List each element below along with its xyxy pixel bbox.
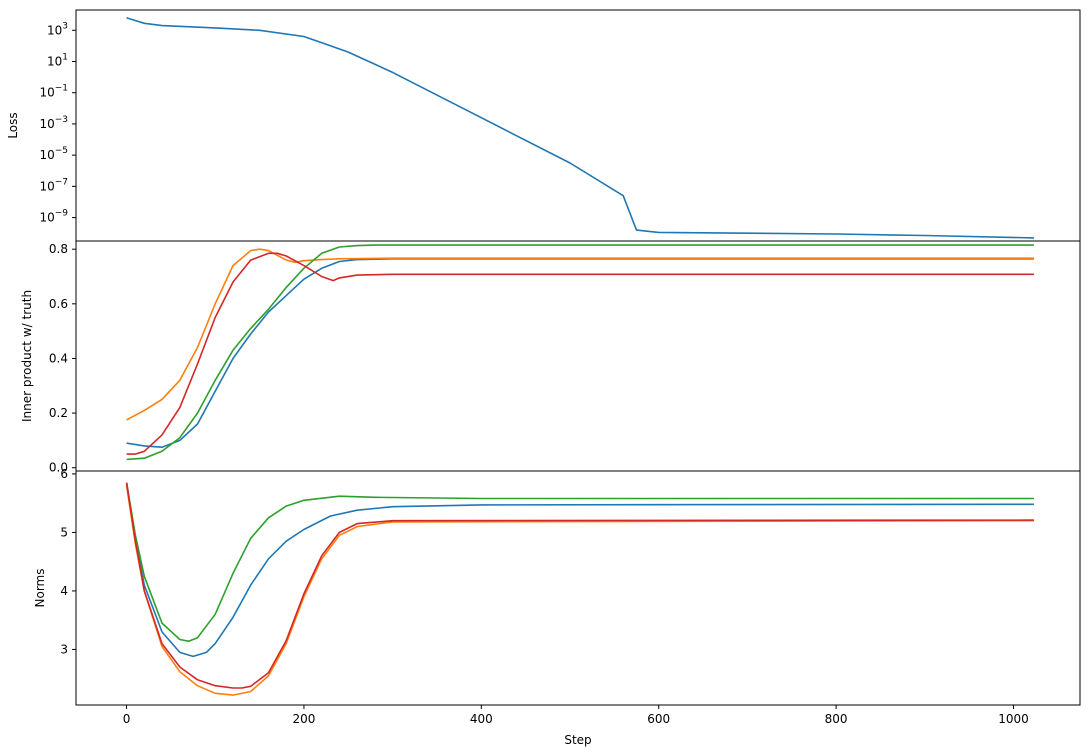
loss-axes-frame	[75, 9, 1081, 242]
x-axis-label: Step	[564, 733, 591, 747]
norms-yticks: 3 4 5 6	[60, 467, 76, 656]
loss-ytick-label-2: 10−1	[39, 84, 68, 100]
norms-series-2-line	[125, 482, 1034, 642]
xtick-label-3: 600	[647, 712, 670, 726]
norms-ytick-label-2: 5	[60, 525, 68, 539]
inner-product-panel: 0.0 0.2 0.4 0.6 0.8 Inner product w/ truth	[20, 240, 1081, 475]
norms-series-1-line	[125, 485, 1034, 696]
norms-ytick-label-1: 4	[60, 584, 68, 598]
inner-ytick-label-4: 0.8	[49, 242, 68, 256]
xtick-label-0: 0	[123, 712, 131, 726]
loss-ytick-label-4: 10−5	[39, 146, 68, 162]
xtick-label-2: 400	[470, 712, 493, 726]
inner-series-layer	[126, 244, 1034, 461]
inner-series-1-line	[126, 248, 1034, 421]
inner-series-2-line	[126, 244, 1034, 461]
loss-panel: 103 101 10−1 10−3 10−5 10−7 10−9 Loss	[6, 9, 1081, 242]
norms-series-layer	[125, 482, 1034, 696]
norms-axes-frame	[75, 470, 1081, 706]
xtick-label-4: 800	[825, 712, 848, 726]
loss-ytick-label-3: 10−3	[39, 115, 68, 131]
norms-panel: 3 4 5 6 0 200 400 600 800 1000 Norms Step	[33, 467, 1081, 747]
loss-ytick-label-0: 103	[47, 21, 68, 37]
inner-ytick-label-1: 0.2	[49, 406, 68, 420]
inner-ytick-label-2: 0.4	[49, 351, 68, 365]
norms-ylabel: Norms	[33, 569, 47, 608]
inner-ytick-label-3: 0.6	[49, 297, 68, 311]
xtick-label-5: 1000	[998, 712, 1029, 726]
inner-series-0-line	[126, 258, 1034, 448]
norms-series-0-line	[125, 482, 1034, 658]
loss-ytick-label-5: 10−7	[39, 177, 68, 193]
norms-ytick-label-0: 3	[60, 642, 68, 656]
loss-series-layer	[126, 17, 1034, 239]
loss-yticks: 103 101 10−1 10−3 10−5 10−7 10−9	[39, 21, 76, 225]
loss-series-0-line	[126, 17, 1034, 239]
inner-axes-frame	[75, 240, 1081, 472]
loss-ylabel: Loss	[6, 112, 20, 138]
norms-series-3-line	[125, 482, 1034, 689]
inner-yticks: 0.0 0.2 0.4 0.6 0.8	[49, 242, 76, 475]
inner-series-3-line	[126, 252, 1034, 455]
norms-ytick-label-3: 6	[60, 467, 68, 481]
inner-ylabel: Inner product w/ truth	[20, 290, 34, 422]
loss-ytick-label-6: 10−9	[39, 209, 68, 225]
loss-ytick-label-1: 101	[47, 53, 68, 69]
norms-xticks: 0 200 400 600 800 1000	[123, 705, 1029, 726]
inner-ytick-label-0: 0.0	[49, 461, 68, 475]
xtick-label-1: 200	[292, 712, 315, 726]
